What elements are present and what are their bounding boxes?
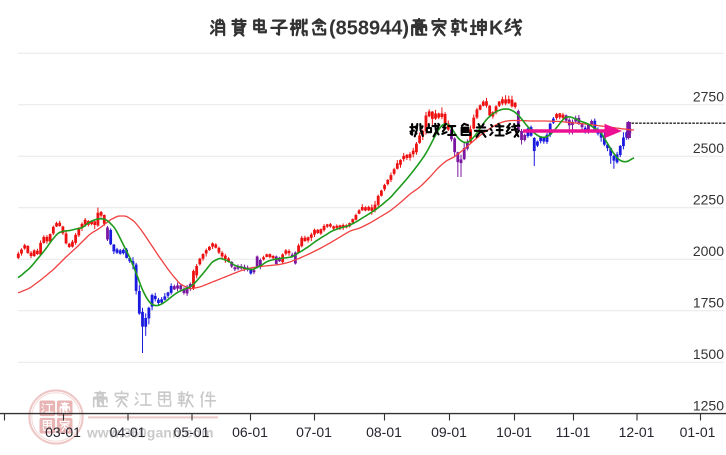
svg-text:06-01: 06-01 — [232, 424, 268, 440]
svg-text:K: K — [489, 18, 504, 40]
svg-text:04-01: 04-01 — [110, 424, 146, 440]
svg-text:10-01: 10-01 — [496, 424, 532, 440]
svg-text:09-01: 09-01 — [431, 424, 467, 440]
svg-text:05-01: 05-01 — [174, 424, 210, 440]
svg-text:(858944): (858944) — [329, 18, 409, 40]
svg-text:11-01: 11-01 — [556, 424, 591, 440]
svg-text:1500: 1500 — [693, 346, 724, 362]
svg-text:2500: 2500 — [693, 140, 724, 156]
svg-text:www.360gann.com: www.360gann.com — [86, 426, 214, 441]
svg-text:2000: 2000 — [693, 243, 724, 259]
svg-text:12-01: 12-01 — [619, 424, 655, 440]
svg-text:03-01: 03-01 — [45, 424, 81, 440]
svg-text:01-01: 01-01 — [680, 424, 716, 440]
svg-text:1750: 1750 — [693, 295, 724, 311]
svg-text:1250: 1250 — [693, 398, 724, 414]
svg-text:2250: 2250 — [693, 192, 724, 208]
svg-text:07-01: 07-01 — [296, 424, 332, 440]
svg-text:2750: 2750 — [693, 89, 724, 105]
svg-text:08-01: 08-01 — [366, 424, 402, 440]
